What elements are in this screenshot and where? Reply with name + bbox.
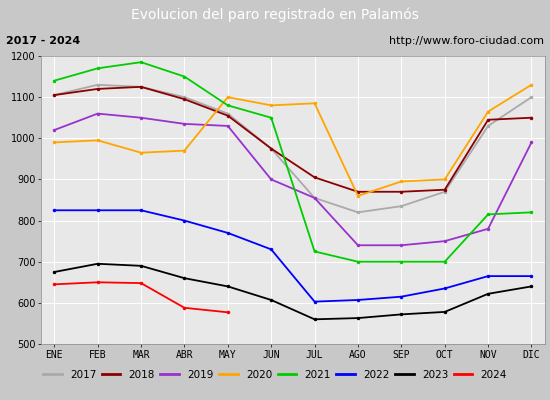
- Text: http://www.foro-ciudad.com: http://www.foro-ciudad.com: [389, 36, 544, 46]
- Text: Evolucion del paro registrado en Palamós: Evolucion del paro registrado en Palamós: [131, 8, 419, 22]
- Text: 2017 - 2024: 2017 - 2024: [6, 36, 80, 46]
- Legend: 2017, 2018, 2019, 2020, 2021, 2022, 2023, 2024: 2017, 2018, 2019, 2020, 2021, 2022, 2023…: [40, 367, 510, 383]
